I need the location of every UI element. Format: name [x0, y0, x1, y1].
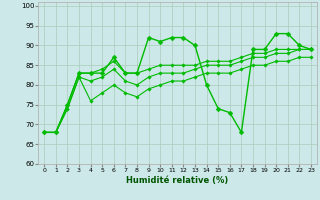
X-axis label: Humidité relative (%): Humidité relative (%) [126, 176, 229, 185]
